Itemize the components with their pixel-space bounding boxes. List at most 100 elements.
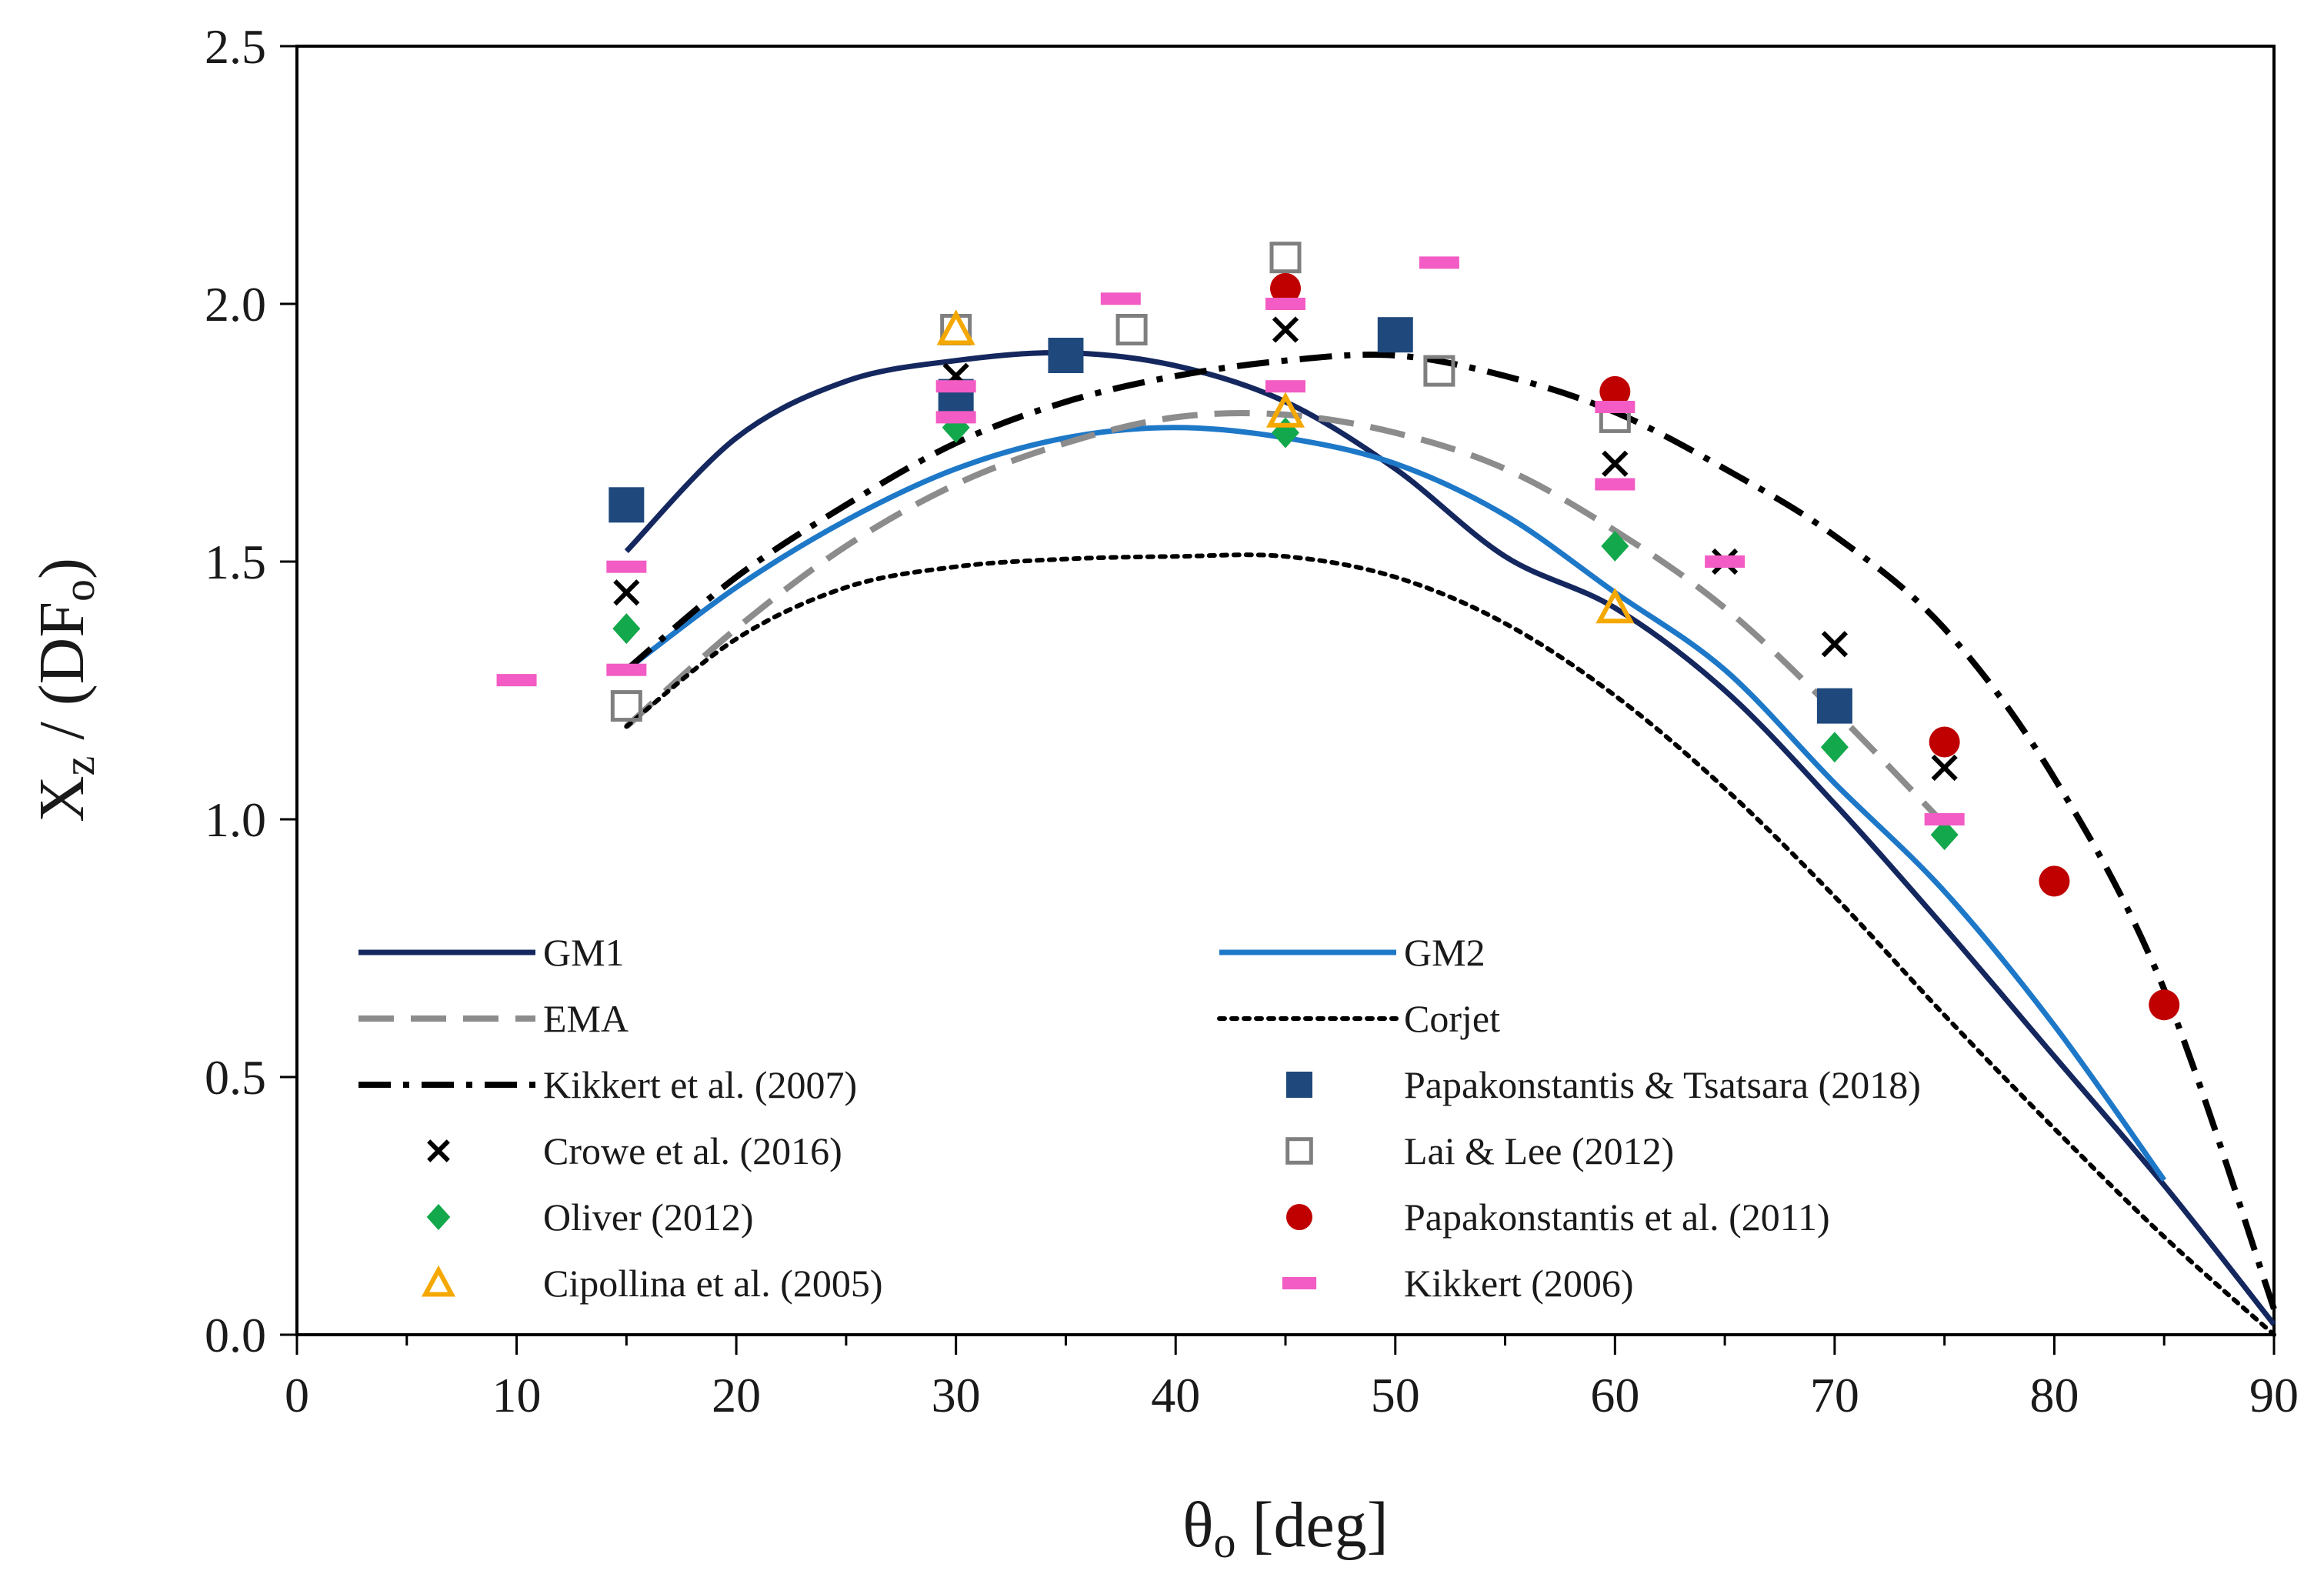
y-axis-title-mid: / (DF	[26, 602, 98, 756]
x-tick-label: 40	[1151, 1368, 1200, 1422]
legend-label: GM1	[543, 931, 625, 974]
data-point-oliver-2012	[1820, 732, 1849, 763]
y-axis-title-subscript-z: z	[54, 756, 104, 776]
legend-swatch-crowe-et-al-2016	[427, 1139, 450, 1162]
data-point-oliver-2012	[1930, 819, 1959, 851]
y-axis-title-end: )	[26, 558, 98, 579]
legend-swatch-kikkert-2006	[1282, 1277, 1317, 1289]
legend-item-kikkert-2006: Kikkert (2006)	[1282, 1262, 1634, 1305]
data-point-lai-lee-2012	[1269, 242, 1302, 274]
x-tick-label: 90	[2249, 1368, 2299, 1422]
data-point-lai-lee-2012	[1423, 355, 1455, 387]
x-tick-label: 60	[1590, 1368, 1639, 1422]
data-point-cipollina-et-al-2005	[1595, 587, 1635, 624]
data-point-crowe-et-al-2016	[613, 579, 640, 606]
data-point-papakonstantis-et-al-2011	[2149, 989, 2180, 1021]
data-point-crowe-et-al-2016	[1602, 450, 1629, 477]
legend-label: Kikkert et al. (2007)	[543, 1063, 857, 1106]
legend-item-ema: EMA	[358, 997, 629, 1040]
legend-label: Oliver (2012)	[543, 1196, 754, 1239]
data-point-kikkert-2006	[935, 380, 976, 393]
series-line-corjet	[624, 552, 2276, 1337]
y-tick-label: 1.5	[205, 535, 266, 589]
data-point-papakonstantis-tsatsara-2018	[1048, 338, 1084, 373]
x-tick-label: 70	[1810, 1368, 1859, 1422]
data-point-kikkert-2006	[606, 560, 647, 573]
legend-item-gm2: GM2	[1219, 931, 1485, 974]
legend-label: Papakonstantis et al. (2011)	[1404, 1196, 1830, 1239]
legend-item-papakonstantis-et-al-2011: Papakonstantis et al. (2011)	[1286, 1196, 1830, 1239]
x-tick-label: 50	[1371, 1368, 1420, 1422]
data-point-crowe-et-al-2016	[1821, 631, 1849, 658]
data-point-lai-lee-2012	[610, 690, 642, 722]
data-point-kikkert-2006	[1924, 813, 1965, 825]
y-axis-title-main: X	[26, 775, 98, 822]
y-tick-label: 0.0	[205, 1308, 266, 1362]
x-tick-label: 10	[492, 1368, 542, 1422]
data-point-kikkert-2006	[1100, 292, 1141, 305]
x-tick-label: 20	[712, 1368, 761, 1422]
legend-label: Kikkert (2006)	[1404, 1262, 1634, 1305]
legend-item-gm1: GM1	[358, 931, 625, 974]
data-point-kikkert-2006	[1265, 298, 1305, 310]
data-point-kikkert-2006	[935, 411, 976, 424]
data-point-kikkert-2006	[496, 674, 537, 687]
y-tick-label: 1.0	[205, 792, 266, 847]
y-axis-title: Xz / (DFo)	[26, 558, 104, 822]
data-point-papakonstantis-et-al-2011	[2039, 865, 2070, 897]
legend-swatch-cipollina-et-al-2005	[421, 1265, 456, 1297]
y-tick-label: 0.5	[205, 1050, 266, 1105]
data-point-kikkert-2006	[1595, 478, 1635, 491]
data-point-papakonstantis-tsatsara-2018	[1377, 317, 1413, 353]
x-tick-label: 0	[285, 1368, 309, 1422]
data-point-papakonstantis-et-al-2011	[1599, 375, 1631, 407]
x-axis-title-unit: [deg]	[1236, 1489, 1389, 1561]
series-line-kikkert-et-al-2007	[624, 352, 2277, 1310]
data-point-oliver-2012	[612, 613, 641, 645]
data-point-papakonstantis-tsatsara-2018	[1816, 688, 1852, 724]
legend-label: Cipollina et al. (2005)	[543, 1262, 883, 1305]
legend-swatch-papakonstantis-tsatsara-2018	[1286, 1072, 1312, 1098]
data-point-papakonstantis-et-al-2011	[1929, 726, 1960, 758]
x-axis-title-subscript: o	[1214, 1517, 1236, 1567]
legend-swatch-lai-lee-2012	[1285, 1137, 1313, 1165]
legend-label: Papakonstantis & Tsatsara (2018)	[1404, 1063, 1921, 1106]
legend-item-kikkert-et-al-2007: Kikkert et al. (2007)	[358, 1063, 857, 1106]
legend-item-oliver-2012: Oliver (2012)	[426, 1196, 754, 1239]
legend-item-lai-lee-2012: Lai & Lee (2012)	[1285, 1129, 1674, 1172]
data-point-crowe-et-al-2016	[1272, 316, 1299, 343]
legend-label: Corjet	[1404, 997, 1500, 1040]
data-point-cipollina-et-al-2005	[1265, 392, 1305, 428]
data-point-kikkert-2006	[606, 663, 647, 676]
y-tick-label: 2.0	[205, 277, 266, 332]
x-tick-label: 80	[2029, 1368, 2079, 1422]
legend-label: GM2	[1404, 931, 1485, 974]
data-point-lai-lee-2012	[1115, 314, 1148, 345]
data-point-papakonstantis-tsatsara-2018	[609, 487, 645, 523]
legend-swatch-oliver-2012	[426, 1204, 451, 1230]
legend-item-crowe-et-al-2016: Crowe et al. (2016)	[427, 1129, 842, 1172]
legend-label: EMA	[543, 997, 629, 1040]
y-tick-label: 2.5	[205, 19, 266, 74]
data-point-kikkert-2006	[1419, 256, 1459, 269]
data-point-kikkert-2006	[1265, 380, 1305, 393]
legend-swatch-papakonstantis-et-al-2011	[1286, 1204, 1312, 1230]
y-axis-title-subscript-o: o	[54, 579, 104, 602]
data-point-kikkert-2006	[1705, 555, 1746, 568]
legend-label: Lai & Lee (2012)	[1404, 1129, 1674, 1172]
legend-item-corjet: Corjet	[1217, 997, 1500, 1040]
legend-item-papakonstantis-tsatsara-2018: Papakonstantis & Tsatsara (2018)	[1286, 1063, 1921, 1106]
data-point-kikkert-2006	[1595, 401, 1635, 413]
series-line-gm2	[625, 425, 2167, 1182]
series-line-gm1	[624, 349, 2276, 1326]
x-tick-label: 30	[932, 1368, 981, 1422]
legend-label: Crowe et al. (2016)	[543, 1129, 842, 1172]
data-point-oliver-2012	[1601, 530, 1629, 562]
data-point-crowe-et-al-2016	[1931, 754, 1958, 782]
markers-layer	[496, 242, 2180, 1021]
legend-item-cipollina-et-al-2005: Cipollina et al. (2005)	[421, 1262, 883, 1305]
data-point-cipollina-et-al-2005	[936, 309, 975, 345]
